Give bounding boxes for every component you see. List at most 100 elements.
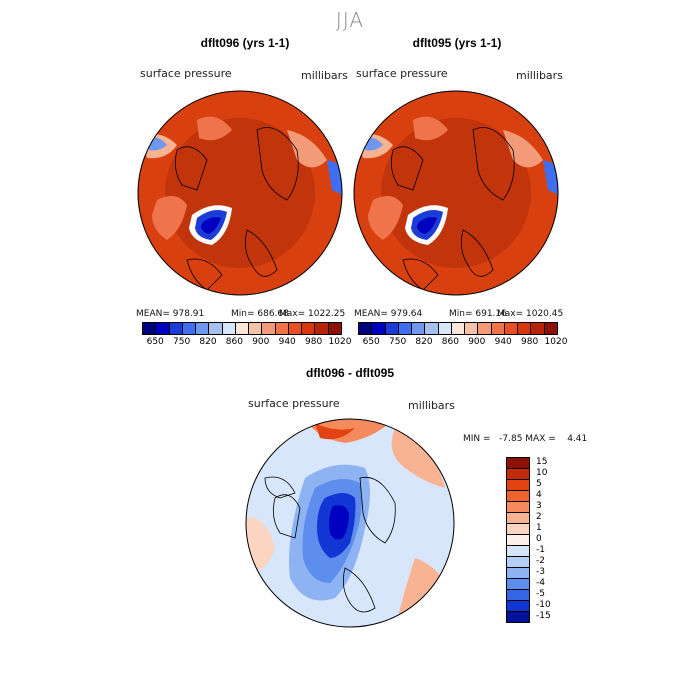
colorbar-swatch [507, 557, 529, 568]
panel3-title: dflt096 - dflt095 [305, 366, 395, 380]
panel1-polar-map [137, 90, 343, 296]
panel1-mean: MEAN= 978.91 [136, 309, 205, 319]
colorbar-swatch [302, 323, 316, 334]
colorbar-tick-label: 1020 [328, 337, 352, 347]
colorbar-tick-label: -4 [536, 577, 545, 588]
colorbar-tick-label: 0 [536, 534, 542, 544]
season-title: JJA [335, 8, 365, 32]
colorbar-swatch [262, 323, 276, 334]
colorbar-tick-label: 4 [536, 490, 542, 501]
panel3-variable-label: surface pressure [248, 397, 340, 410]
colorbar-tick-label: 1 [536, 523, 542, 534]
colorbar-swatch [451, 323, 466, 334]
colorbar-tick-label: 860 [441, 337, 459, 347]
colorbar-swatch [169, 323, 183, 334]
colorbar-swatch [507, 491, 529, 502]
panel2-polar-map [353, 90, 559, 296]
colorbar-tick-label: -10 [536, 599, 551, 610]
colorbar-tick-label: 750 [389, 337, 407, 347]
colorbar-tick-label: 940 [494, 337, 512, 347]
colorbar-tick-label: 820 [199, 337, 217, 347]
panel2-units-label: millibars [516, 69, 563, 82]
panel2-min: Min= 691.16 [449, 309, 507, 319]
colorbar-swatch [288, 323, 303, 334]
colorbar-swatch [507, 524, 529, 535]
colorbar-swatch [156, 323, 170, 334]
colorbar-swatch [315, 323, 329, 334]
colorbar-swatch [507, 612, 529, 622]
colorbar-swatch [328, 323, 341, 334]
colorbar-tick-label: 2 [536, 512, 542, 523]
colorbar-swatch [222, 323, 236, 334]
colorbar-swatch [478, 323, 492, 334]
colorbar-tick-label: 10 [536, 468, 548, 479]
colorbar-tick-label: 860 [225, 337, 243, 347]
colorbar-tick-label: 900 [468, 337, 486, 347]
colorbar-swatch [398, 323, 413, 334]
colorbar-swatch [412, 323, 426, 334]
colorbar-swatch [518, 323, 532, 334]
panel2-title: dflt095 (yrs 1-1) [412, 36, 502, 50]
panel2-colorbar-ticks: 650 750 820 860 900 940 980 1020 [358, 337, 568, 349]
colorbar-swatch [507, 535, 529, 546]
colorbar-swatch [507, 601, 529, 612]
panel2-mean: MEAN= 979.64 [354, 309, 423, 319]
colorbar-swatch [531, 323, 545, 334]
colorbar-swatch [507, 546, 529, 557]
panel1-max: Max= 1022.25 [279, 309, 346, 319]
colorbar-tick-label: 650 [146, 337, 164, 347]
colorbar-tick-label: -3 [536, 566, 545, 577]
panel1-units-label: millibars [301, 69, 348, 82]
colorbar-swatch [209, 323, 223, 334]
colorbar-swatch [507, 579, 529, 590]
colorbar-swatch [438, 323, 452, 334]
colorbar-swatch [507, 513, 529, 524]
colorbar-swatch [507, 480, 529, 491]
panel2-colorbar [358, 322, 558, 335]
panel1-title: dflt096 (yrs 1-1) [200, 36, 290, 50]
colorbar-tick-label: -15 [536, 610, 551, 621]
colorbar-tick-label: 980 [521, 337, 539, 347]
panel2-max: Max= 1020.45 [497, 309, 564, 319]
panel3-minmax: MIN = -7.85 MAX = 4.41 [463, 434, 588, 444]
colorbar-swatch [507, 568, 529, 579]
colorbar-tick-label: 940 [278, 337, 296, 347]
colorbar-swatch [507, 458, 529, 469]
panel3-polar-map [245, 418, 455, 628]
colorbar-swatch [465, 323, 479, 334]
panel1-variable-label: surface pressure [140, 67, 232, 80]
colorbar-swatch [507, 469, 529, 480]
colorbar-swatch [504, 323, 519, 334]
colorbar-tick-label: 820 [415, 337, 433, 347]
panel3-units-label: millibars [408, 399, 455, 412]
colorbar-swatch [249, 323, 263, 334]
colorbar-swatch [507, 590, 529, 601]
panel1-min: Min= 686.68 [231, 309, 289, 319]
colorbar-swatch [491, 323, 505, 334]
colorbar-swatch [143, 323, 157, 334]
colorbar-tick-label: -2 [536, 555, 545, 566]
panel3-colorbar-ticks: 15 10 5 4 3 2 1 0 -1 -2 -3 -4 -5 -10 -15 [536, 457, 566, 621]
colorbar-swatch [359, 323, 373, 334]
colorbar-swatch [425, 323, 439, 334]
colorbar-swatch [275, 323, 289, 334]
colorbar-tick-label: -1 [536, 544, 545, 555]
panel3-colorbar [506, 457, 530, 623]
colorbar-tick-label: 750 [173, 337, 191, 347]
panel2-variable-label: surface pressure [356, 67, 448, 80]
colorbar-tick-label: 900 [252, 337, 270, 347]
panel1-colorbar [142, 322, 342, 335]
colorbar-swatch [235, 323, 250, 334]
colorbar-swatch [196, 323, 210, 334]
colorbar-swatch [544, 323, 557, 334]
colorbar-swatch [372, 323, 386, 334]
colorbar-tick-label: 3 [536, 501, 542, 512]
colorbar-tick-label: 650 [362, 337, 380, 347]
colorbar-swatch [385, 323, 399, 334]
colorbar-tick-label: 5 [536, 479, 542, 490]
colorbar-swatch [182, 323, 197, 334]
colorbar-tick-label: 980 [305, 337, 323, 347]
colorbar-tick-label: 15 [536, 457, 548, 468]
colorbar-swatch [507, 502, 529, 513]
colorbar-tick-label: 1020 [544, 337, 568, 347]
